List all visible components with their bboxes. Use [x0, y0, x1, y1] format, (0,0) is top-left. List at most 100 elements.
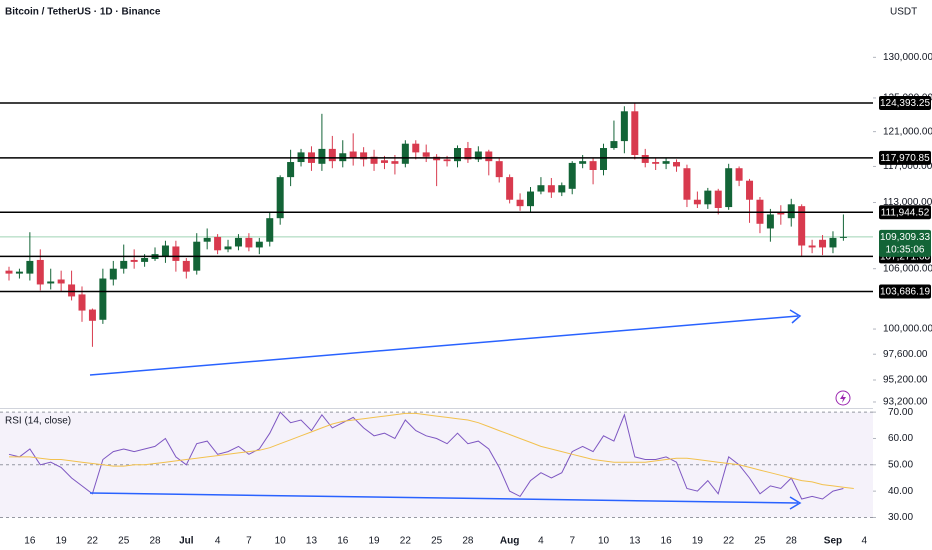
x-tick-label: 10 [598, 536, 610, 547]
candle-body [777, 211, 785, 215]
candle-body [787, 204, 795, 219]
candle-body [725, 168, 733, 208]
candle-body [328, 148, 336, 162]
candle-body [412, 143, 420, 153]
candle-body [78, 294, 86, 311]
x-tick-label: 19 [368, 536, 380, 547]
x-tick-label: 4 [215, 536, 221, 547]
candle-body [161, 245, 169, 257]
x-tick-label: 19 [56, 536, 68, 547]
candle-body [287, 162, 295, 178]
candle-body [819, 239, 827, 248]
candle-body [234, 237, 242, 247]
x-tick-label: 25 [431, 536, 443, 547]
y-tick-label: 95,200.00 [883, 375, 928, 386]
candle-body [15, 271, 23, 274]
candle-body [47, 281, 55, 284]
candle-body [839, 236, 847, 238]
level-label: 124,393.25 [880, 98, 930, 109]
y-tick-label: 106,000.00 [883, 263, 932, 274]
candle-body [224, 246, 232, 250]
candle-body [255, 241, 263, 248]
x-tick-label: 7 [569, 536, 575, 547]
axis-layer: 16 19 22 25 28 Jul 4 7 10 13 16 19 22 25 28 Aug 4 7 10 13 16… [5, 52, 932, 547]
x-tick-label: 19 [692, 536, 704, 547]
candle-body [276, 177, 284, 219]
y-tick-label: 40.00 [888, 486, 913, 497]
x-tick-label: 25 [118, 536, 130, 547]
level-label-box [879, 205, 931, 220]
level-label-box [879, 284, 931, 299]
candle-body [318, 148, 326, 164]
y-tick-label: 130,000.00 [883, 52, 932, 63]
x-tick-label: 25 [754, 536, 766, 547]
price-trendline [89, 315, 799, 376]
candle-body [349, 151, 357, 158]
price-trendline-arrow [789, 309, 802, 324]
x-tick-label: 13 [629, 536, 641, 547]
candle-body [57, 279, 65, 284]
level-label: 111,944.52 [881, 207, 930, 218]
candle-body [693, 199, 701, 205]
countdown-label: 10:35:06 [886, 245, 925, 256]
rsi-line [8, 411, 844, 500]
level-label: 103,686.19 [880, 287, 930, 298]
candle-body [464, 148, 472, 160]
x-tick-label: 4 [538, 536, 544, 547]
candle-body [453, 148, 461, 162]
candle-body [422, 152, 430, 157]
candle-body [641, 155, 649, 163]
candle-body [245, 237, 253, 248]
level-label-box [879, 150, 931, 165]
candle-body [360, 152, 368, 160]
y-tick-label: 121,000.00 [883, 126, 932, 137]
candle-body [506, 177, 514, 200]
candle-body [516, 199, 524, 207]
candle-body [735, 168, 743, 181]
candle-body [746, 180, 754, 200]
candle-body [808, 245, 816, 248]
candle-body [203, 237, 211, 242]
candle-body [798, 206, 806, 246]
x-tick-label: 28 [462, 536, 474, 547]
candle-body [380, 160, 388, 163]
y-tick-label: 97,600.00 [883, 349, 928, 360]
candle-body [88, 309, 96, 321]
x-tick-label: Sep [824, 536, 842, 547]
candle-body [579, 161, 587, 164]
candle-body [537, 185, 545, 192]
candle-body [547, 185, 555, 193]
y-tick-label: 50.00 [888, 459, 913, 470]
candle-body [443, 159, 451, 162]
y-tick-label: 60.00 [888, 433, 913, 444]
x-tick-label: 28 [149, 536, 161, 547]
plot-layer [0, 102, 873, 518]
level-label-box [879, 95, 931, 110]
candle-body [99, 278, 107, 320]
candle-body [631, 111, 639, 156]
x-tick-label: 22 [723, 536, 735, 547]
last-price-label: 109,309.33 [880, 232, 930, 243]
candle-body [370, 156, 378, 164]
candle-body [214, 236, 222, 251]
x-tick-label: 16 [661, 536, 673, 547]
rsi-title: RSI (14, close) [5, 416, 71, 427]
candle-body [130, 259, 138, 262]
currency-label: USDT [890, 7, 917, 18]
last-price-box [879, 229, 931, 257]
candle-body [401, 143, 409, 164]
x-tick-label: Jul [179, 536, 194, 547]
event-icon-bolt [840, 393, 846, 403]
y-tick-label: 117,000.00 [883, 161, 932, 172]
x-tick-label: 13 [306, 536, 318, 547]
level-label: 107,271.68 [880, 251, 930, 262]
candle-body [527, 191, 534, 207]
rsi-trendline [89, 492, 799, 504]
candle-body [568, 162, 576, 189]
candle-body [141, 258, 149, 262]
candle-body [620, 111, 628, 142]
candle-body [68, 284, 76, 297]
x-tick-label: 7 [246, 536, 252, 547]
